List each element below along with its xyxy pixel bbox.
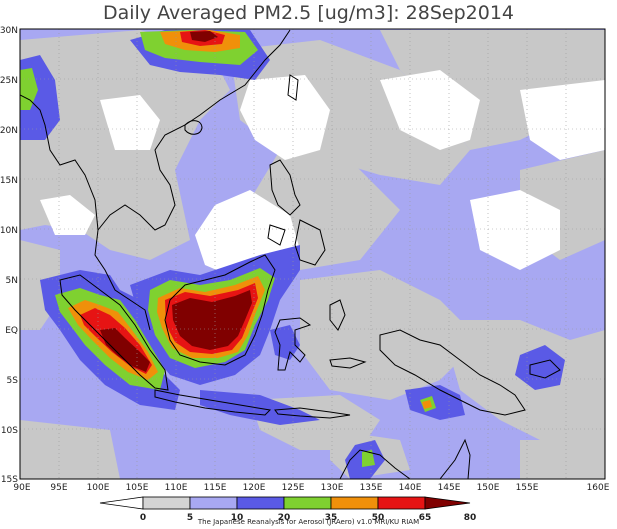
lon-label: 160E (587, 483, 610, 493)
lat-label: 15S (1, 475, 18, 485)
lat-label: 10S (1, 426, 18, 436)
lat-axis: 30N 25N 20N 15N 10N 5N EQ 5S 10S 15S (0, 26, 18, 485)
colorbar-tick: 35 (325, 513, 338, 523)
gridlines (20, 29, 605, 479)
plot-frame (19, 28, 606, 480)
colorbar-tick: 50 (372, 513, 385, 523)
colorbar-tick: 80 (464, 513, 477, 523)
lon-label: 110E (165, 483, 188, 493)
map-title: Daily Averaged PM2.5 [ug/m3]: 28Sep2014 (102, 2, 515, 24)
lon-label: 155E (516, 483, 539, 493)
lon-label: 95E (50, 483, 67, 493)
lat-label: EQ (5, 326, 18, 336)
lon-label: 125E (282, 483, 305, 493)
colorbar-tick: 20 (278, 513, 291, 523)
colorbar-tick: 65 (419, 513, 432, 523)
lon-label: 115E (204, 483, 227, 493)
lon-label: 105E (126, 483, 149, 493)
darkred-regions (100, 31, 252, 372)
colorbar-segment-3 (236, 496, 285, 510)
colorbar-tick: 10 (231, 513, 244, 523)
colorbar-segment-4 (283, 496, 332, 510)
colorbar-segment-7 (424, 496, 471, 510)
colorbar-segment-5 (330, 496, 379, 510)
lon-label: 90E (13, 483, 30, 493)
lon-label: 140E (399, 483, 422, 493)
lon-label: 135E (360, 483, 383, 493)
lat-label: 25N (0, 76, 18, 86)
lon-axis: 90E 95E 100E 105E 110E 115E 120E 125E 13… (13, 483, 609, 493)
colorbar-segment-0 (99, 496, 144, 510)
colorbar: 0 5 10 20 35 50 65 80 (99, 496, 477, 523)
lat-label: 15N (0, 176, 18, 186)
credit-line: The Japanese Reanalysis for Aerosol (JRA… (197, 518, 420, 526)
lon-label: 150E (477, 483, 500, 493)
lon-label: 145E (438, 483, 461, 493)
colorbar-tick: 5 (187, 513, 193, 523)
colorbar-segment-1 (142, 496, 191, 510)
lon-label: 120E (243, 483, 266, 493)
white-regions (40, 70, 605, 280)
coastlines (20, 29, 561, 479)
lat-label: 10N (0, 226, 18, 236)
lat-label: 5S (7, 376, 19, 386)
colorbar-segment-2 (189, 496, 238, 510)
lon-label: 100E (87, 483, 110, 493)
lon-label: 130E (321, 483, 344, 493)
colorbar-segment-6 (377, 496, 426, 510)
lat-label: 30N (0, 26, 18, 36)
lat-label: 5N (6, 276, 18, 286)
lat-label: 20N (0, 126, 18, 136)
colorbar-tick: 0 (140, 513, 146, 523)
